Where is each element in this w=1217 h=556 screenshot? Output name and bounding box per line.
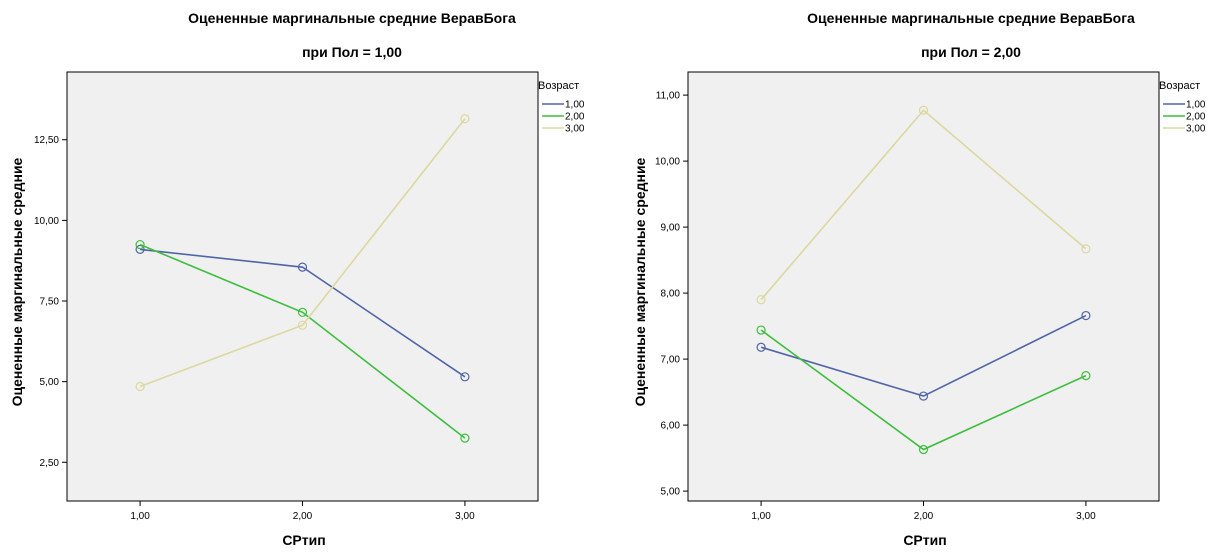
x-tick-label: 1,00 xyxy=(751,511,771,522)
y-tick-label: 10,00 xyxy=(655,157,680,168)
chart-subtitle: при Пол = 2,00 xyxy=(921,44,1021,60)
data-point xyxy=(1081,310,1091,321)
legend-label: 1,00 xyxy=(565,100,585,111)
legend-title: Возраст xyxy=(1159,80,1200,92)
legend-label: 1,00 xyxy=(1186,100,1206,111)
data-point xyxy=(297,262,308,272)
data-point xyxy=(1081,371,1091,381)
plot-area xyxy=(687,71,1160,502)
chart-left: Оцененные маргинальные средние ВеравБога… xyxy=(9,10,585,548)
y-tick-label: 11,00 xyxy=(656,91,681,102)
y-tick-label: 12,50 xyxy=(34,135,59,146)
plot-area xyxy=(66,71,539,502)
data-point xyxy=(756,325,766,335)
data-point xyxy=(135,239,145,250)
data-point xyxy=(918,105,929,115)
y-tick-label: 2,50 xyxy=(40,458,60,469)
data-point xyxy=(297,307,308,317)
series-line-3 xyxy=(139,118,466,388)
data-point xyxy=(460,372,470,382)
y-tick-label: 5,00 xyxy=(661,487,681,498)
data-point xyxy=(297,320,308,330)
legend-label: 3,00 xyxy=(1186,124,1206,135)
legend-label: 3,00 xyxy=(565,124,585,135)
series-line-1 xyxy=(139,248,466,378)
legend-label: 2,00 xyxy=(1186,112,1206,123)
series-line-2 xyxy=(139,243,466,439)
chart-subtitle: при Пол = 1,00 xyxy=(302,44,402,60)
x-tick-label: 2,00 xyxy=(293,511,313,522)
y-tick-label: 5,00 xyxy=(40,377,60,388)
x-tick-label: 2,00 xyxy=(914,511,934,522)
y-tick-label: 7,00 xyxy=(661,355,681,366)
y-tick-label: 7,50 xyxy=(40,297,60,308)
y-tick-label: 8,00 xyxy=(661,289,681,300)
series-line-1 xyxy=(760,314,1087,397)
x-axis-title: СРтип xyxy=(903,532,946,548)
chart-right: Оцененные маргинальные средние ВеравБога… xyxy=(632,10,1206,548)
data-point xyxy=(918,391,929,401)
y-axis-title: Оцененные маргинальные средние xyxy=(9,157,25,406)
y-axis-title: Оцененные маргинальные средние xyxy=(632,157,648,406)
data-point xyxy=(460,114,470,124)
data-point xyxy=(756,295,766,305)
data-point xyxy=(756,342,766,352)
legend-label: 2,00 xyxy=(565,112,585,123)
series-line-3 xyxy=(760,109,1087,301)
data-point xyxy=(460,433,470,443)
data-point xyxy=(1081,244,1091,254)
legend: Возраст 1,002,003,00 xyxy=(1159,80,1206,135)
x-tick-label: 3,00 xyxy=(1076,511,1096,522)
x-tick-label: 1,00 xyxy=(130,511,150,522)
y-tick-label: 6,00 xyxy=(661,421,681,432)
legend-title: Возраст xyxy=(538,80,579,92)
series-line-2 xyxy=(760,329,1087,451)
x-axis-title: СРтип xyxy=(282,532,325,548)
data-point xyxy=(135,381,145,392)
chart-title: Оцененные маргинальные средние ВеравБога xyxy=(188,10,516,26)
legend: Возраст 1,002,003,00 xyxy=(538,80,585,135)
data-point xyxy=(918,444,929,455)
y-tick-label: 9,00 xyxy=(661,223,681,234)
y-tick-label: 10,00 xyxy=(34,216,59,227)
x-tick-label: 3,00 xyxy=(455,511,475,522)
chart-title: Оцененные маргинальные средние ВеравБога xyxy=(807,10,1135,26)
